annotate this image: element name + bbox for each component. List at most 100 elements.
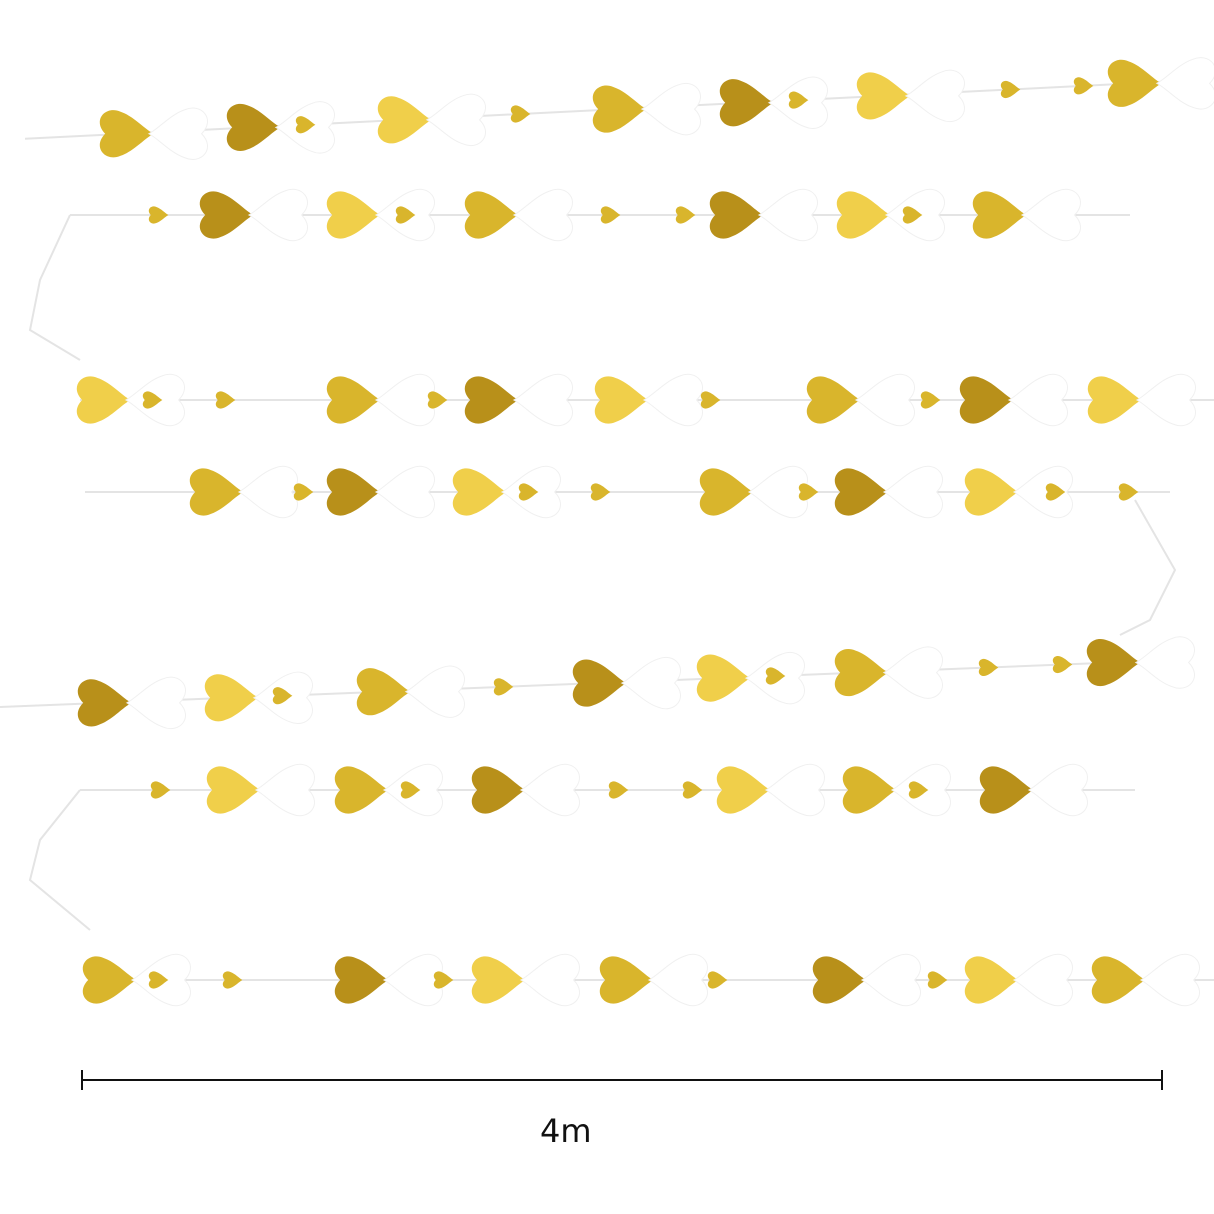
heart-icon <box>647 953 708 1007</box>
heart-icon <box>82 956 137 1004</box>
heart-icon <box>222 971 243 989</box>
heart-icon <box>518 483 539 501</box>
heart-icon <box>834 468 889 516</box>
heart-icon <box>189 468 244 516</box>
heart-icon <box>377 96 432 144</box>
heart-icon <box>788 91 809 109</box>
heart-icon <box>1087 376 1142 424</box>
heart-icon <box>204 674 259 722</box>
heart-icon <box>237 465 298 519</box>
heart-icon <box>972 191 1027 239</box>
heart-icon <box>920 391 941 409</box>
length-label: 4m <box>540 1112 592 1150</box>
heart-icon <box>147 107 208 160</box>
heart-icon <box>1107 59 1162 107</box>
heart-icon <box>254 763 315 817</box>
garland-string <box>1119 499 1177 636</box>
heart-icon <box>148 971 169 989</box>
heart-icon <box>452 468 507 516</box>
heart-icon <box>215 391 236 409</box>
heart-icon <box>682 781 703 799</box>
heart-icon <box>908 781 929 799</box>
heart-icon <box>600 206 621 224</box>
heart-icon <box>77 679 132 727</box>
heart-icon <box>293 483 314 501</box>
heart-icon <box>1155 57 1214 110</box>
heart-icon <box>464 376 519 424</box>
heart-icon <box>640 82 701 136</box>
heart-icon <box>836 191 891 239</box>
heart-icon <box>1045 483 1066 501</box>
heart-icon <box>856 72 911 120</box>
heart-icon <box>860 953 921 1007</box>
heart-icon <box>716 766 771 814</box>
heart-icon <box>142 391 163 409</box>
heart-icon <box>1020 188 1081 242</box>
heart-icon <box>1027 763 1088 817</box>
heart-icon <box>519 763 580 817</box>
heart-icon <box>719 79 774 127</box>
heart-icon <box>400 781 421 799</box>
heart-icon <box>510 105 531 123</box>
heart-icon <box>959 376 1014 424</box>
heart-icon <box>226 103 281 151</box>
heart-icon <box>356 668 411 716</box>
heart-icon <box>599 956 654 1004</box>
heart-icon <box>1000 80 1021 99</box>
heart-icon <box>326 376 381 424</box>
heart-icon <box>882 465 943 519</box>
garland-string <box>28 789 91 931</box>
heart-icon <box>326 191 381 239</box>
heart-icon <box>295 116 316 134</box>
garland-string <box>28 214 81 361</box>
heart-icon <box>471 956 526 1004</box>
heart-icon <box>620 656 681 710</box>
heart-icon <box>247 188 308 242</box>
heart-icon <box>642 373 703 427</box>
heart-icon <box>757 188 818 242</box>
heart-icon <box>1135 373 1196 427</box>
heart-icon <box>709 191 764 239</box>
heart-icon <box>471 766 526 814</box>
heart-icon <box>1007 373 1068 427</box>
heart-icon <box>882 646 943 699</box>
heart-icon <box>812 956 867 1004</box>
heart-icon <box>1118 483 1139 501</box>
garland-string <box>0 660 1136 708</box>
heart-icon <box>1139 953 1200 1007</box>
heart-icon <box>978 658 999 677</box>
heart-icon <box>842 766 897 814</box>
heart-icon <box>594 376 649 424</box>
heart-icon <box>1091 956 1146 1004</box>
heart-icon <box>747 465 808 519</box>
heart-icon <box>902 206 923 224</box>
heart-icon <box>427 391 448 409</box>
heart-icon <box>326 468 381 516</box>
heart-icon <box>1134 636 1195 689</box>
heart-icon <box>519 953 580 1007</box>
heart-icon <box>707 971 728 989</box>
heart-icon <box>1086 639 1141 687</box>
heart-icon <box>675 206 696 224</box>
heart-icon <box>592 85 647 133</box>
heart-icon <box>904 69 965 123</box>
heart-icon <box>334 956 389 1004</box>
heart-icon <box>199 191 254 239</box>
heart-icon <box>806 376 861 424</box>
heart-icon <box>425 93 486 146</box>
heart-icon <box>834 649 889 697</box>
heart-icon <box>99 110 154 158</box>
heart-icon <box>433 971 454 989</box>
heart-icon <box>696 654 751 702</box>
heart-icon <box>1073 77 1094 95</box>
heart-icon <box>590 483 611 501</box>
heart-icon <box>764 763 825 817</box>
heart-icon <box>700 391 721 409</box>
heart-icon <box>512 188 573 242</box>
heart-icon <box>272 687 293 705</box>
heart-icon <box>125 676 186 729</box>
heart-icon <box>374 373 435 427</box>
